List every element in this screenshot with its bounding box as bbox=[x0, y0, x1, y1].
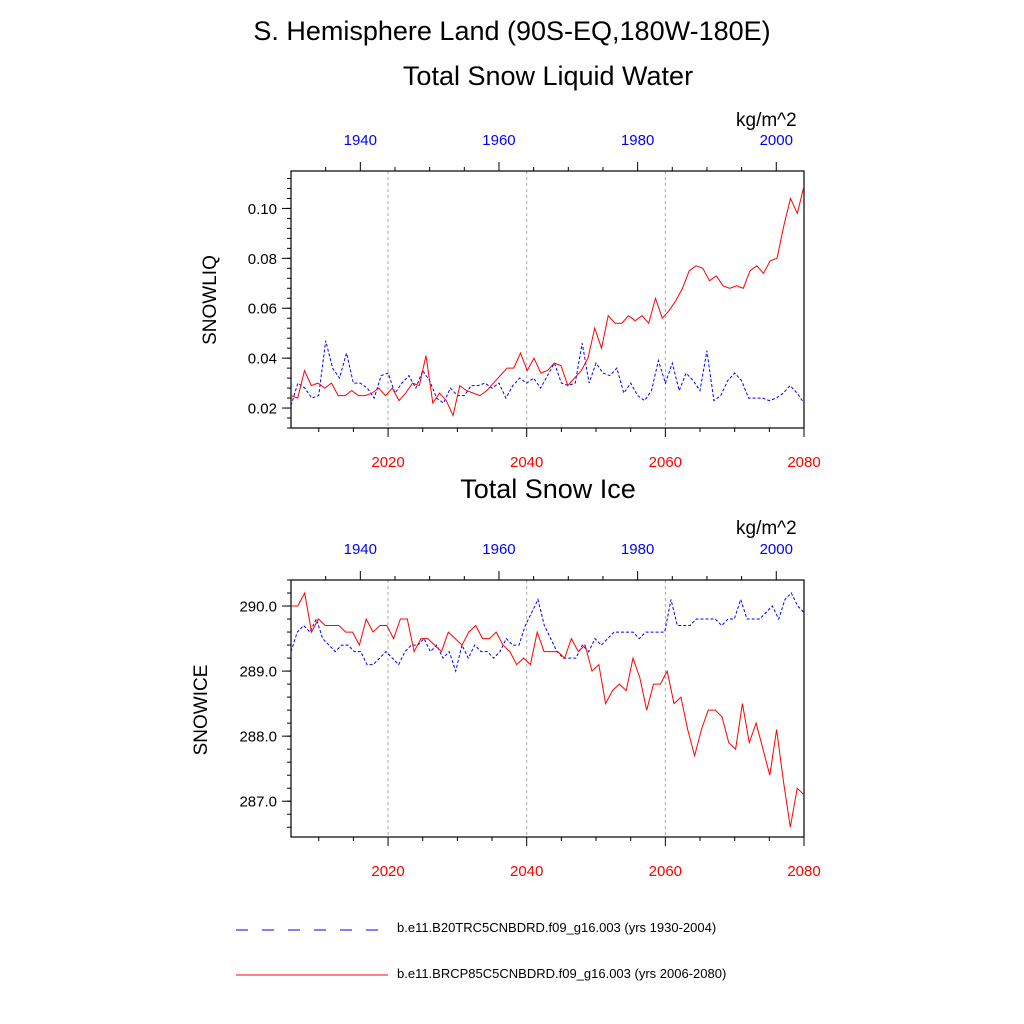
main-title: S. Hemisphere Land (90S-EQ,180W-180E) bbox=[253, 16, 771, 46]
chart-2-series-rcp85 bbox=[291, 591, 804, 828]
chart-2-xtick-bottom-label: 2060 bbox=[649, 863, 682, 880]
chart-2-xtick-bottom-label: 2040 bbox=[510, 863, 543, 880]
chart-1-ylabel: SNOWLIQ bbox=[200, 255, 221, 345]
chart-2-ytick-label: 288.0 bbox=[239, 729, 277, 746]
chart-1-title: Total Snow Liquid Water bbox=[402, 61, 694, 91]
chart-1-xtick-bottom-label: 2020 bbox=[371, 454, 404, 471]
chart-2-ytick-label: 287.0 bbox=[239, 794, 277, 811]
chart-1-xtick-bottom-label: 2080 bbox=[787, 454, 820, 471]
chart-2-series-historical bbox=[291, 592, 804, 673]
chart-2-ylabel: SNOWICE bbox=[191, 665, 212, 756]
chart-1-ytick-label: 0.06 bbox=[248, 301, 277, 318]
chart-2-ytick-label: 289.0 bbox=[239, 664, 277, 681]
chart-1-ytick-label: 0.08 bbox=[248, 251, 277, 268]
chart-1-units: kg/m^2 bbox=[736, 110, 797, 131]
chart-1-xtick-bottom-label: 2040 bbox=[510, 454, 543, 471]
chart-1-xtick-top-label: 1980 bbox=[621, 132, 654, 149]
chart-2-xtick-top-label: 1960 bbox=[482, 541, 515, 558]
chart-1-ytick-label: 0.10 bbox=[248, 201, 277, 218]
chart-1-ytick-label: 0.02 bbox=[248, 401, 277, 418]
chart-2-title: Total Snow Ice bbox=[460, 474, 636, 504]
legend-2-label: b.e11.BRCP85C5CNBDRD.f09_g16.003 (yrs 20… bbox=[397, 966, 727, 981]
chart-2-xtick-bottom-label: 2020 bbox=[371, 863, 404, 880]
chart-1-xtick-top-label: 1940 bbox=[344, 132, 377, 149]
chart-1-xtick-bottom-label: 2060 bbox=[649, 454, 682, 471]
chart-1-xtick-top-label: 1960 bbox=[482, 132, 515, 149]
chart-1-series-rcp85 bbox=[291, 185, 804, 418]
chart-2-units: kg/m^2 bbox=[736, 518, 797, 539]
chart-2-xtick-top-label: 1980 bbox=[621, 541, 654, 558]
chart-2-ytick-label: 290.0 bbox=[239, 599, 277, 616]
chart-1-series-historical bbox=[291, 340, 804, 406]
chart-2-xtick-bottom-label: 2080 bbox=[787, 863, 820, 880]
legend-1-label: b.e11.B20TRC5CNBDRD.f09_g16.003 (yrs 193… bbox=[397, 920, 717, 935]
chart-1-xtick-top-label: 2000 bbox=[760, 132, 793, 149]
chart-1-frame bbox=[290, 170, 805, 429]
chart-2-xtick-top-label: 1940 bbox=[344, 541, 377, 558]
chart-2-frame bbox=[290, 579, 805, 838]
chart-1-ytick-label: 0.04 bbox=[248, 351, 277, 368]
chart-2-xtick-top-label: 2000 bbox=[760, 541, 793, 558]
